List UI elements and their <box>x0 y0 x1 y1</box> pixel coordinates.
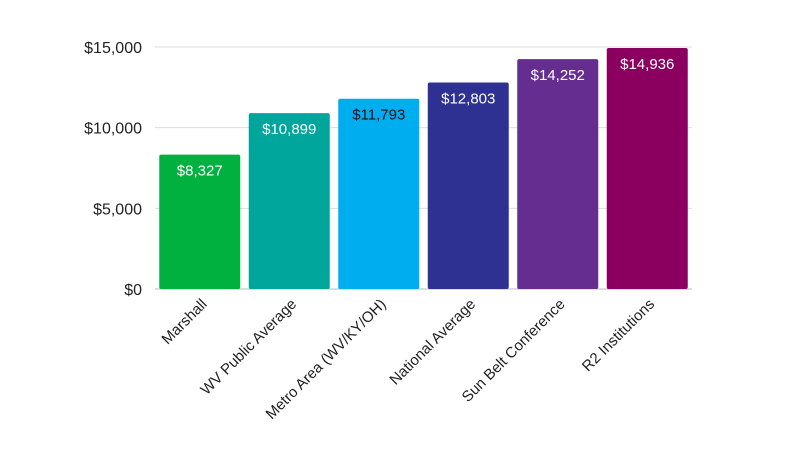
data-labels: $8,327 $10,899 $11,793 $12,803 $14,252 $14,93… <box>177 56 675 180</box>
bar <box>427 82 509 289</box>
bar <box>517 59 599 289</box>
x-tick-label: WV Public Average <box>197 296 300 399</box>
bar <box>606 48 688 289</box>
data-label: $10,899 <box>262 121 316 138</box>
bars <box>159 48 688 290</box>
x-tick-label: R2 Institutions <box>579 296 658 375</box>
data-label: $11,793 <box>352 107 405 124</box>
y-tick-label: $0 <box>124 282 142 299</box>
data-label: $14,252 <box>531 67 585 84</box>
data-label: $12,803 <box>441 90 495 107</box>
y-tick-label: $15,000 <box>84 40 142 57</box>
y-tick-label: $10,000 <box>84 121 142 138</box>
y-tick-label: $5,000 <box>93 201 142 218</box>
data-label: $8,327 <box>177 163 223 180</box>
data-label: $14,936 <box>620 56 674 73</box>
y-axis: $0 $5,000 $10,000 $15,000 <box>84 40 142 299</box>
bar <box>338 98 420 290</box>
gridlines <box>155 46 692 290</box>
x-tick-label: Sun Belt Conference <box>459 296 569 406</box>
x-tick-label: National Average <box>386 296 479 389</box>
bar <box>159 154 241 289</box>
x-tick-label: Marshall <box>158 296 210 348</box>
bar <box>248 113 330 289</box>
